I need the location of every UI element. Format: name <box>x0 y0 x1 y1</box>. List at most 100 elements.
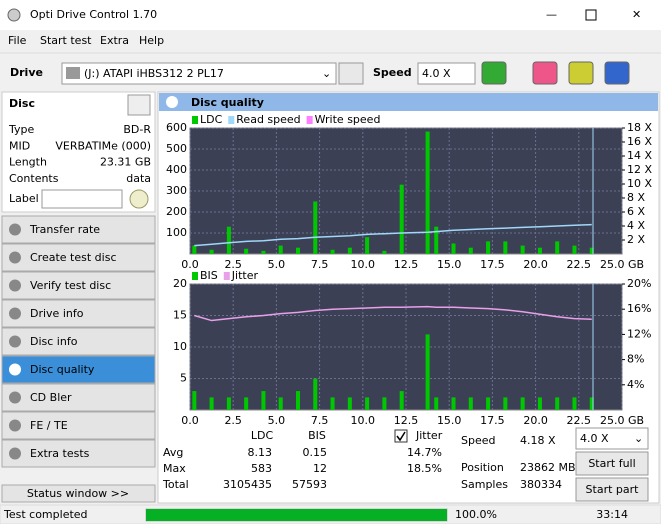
nav-button[interactable] <box>1 439 156 468</box>
bar <box>468 397 473 410</box>
nav-button[interactable] <box>1 411 156 440</box>
y2-tick-label: 14 X <box>627 149 652 162</box>
disc-field-value: VERBATIMe (000) <box>55 139 151 152</box>
bar <box>537 397 542 410</box>
disc-field-label: Length <box>9 156 47 169</box>
bar <box>209 249 214 254</box>
progress-label: 100.0% <box>455 508 497 521</box>
action-button-label: Start part <box>586 483 640 496</box>
panel-title: Disc quality <box>191 96 264 109</box>
nav-icon <box>9 447 21 460</box>
bar <box>520 397 525 410</box>
bar <box>503 241 508 254</box>
legend-label: Write speed <box>315 113 381 126</box>
x-tick-label: 25.0 GB <box>600 414 644 427</box>
legend-label: LDC <box>200 113 223 126</box>
x-tick-label: 17.5 <box>480 258 505 271</box>
jitter-value: 14.7% <box>407 446 442 459</box>
toolbar-button[interactable] <box>532 61 558 85</box>
bar <box>192 245 197 254</box>
y-tick-label: 100 <box>166 226 187 239</box>
stats-header: BIS <box>308 429 326 442</box>
series-line <box>194 305 592 322</box>
toolbar-button[interactable] <box>604 61 630 85</box>
jitter-value: 18.5% <box>407 462 442 475</box>
disc-label-input[interactable] <box>41 189 123 209</box>
nav-button[interactable] <box>1 355 156 384</box>
menu-item[interactable]: Start test <box>40 34 92 47</box>
x-tick-label: 12.5 <box>394 414 419 427</box>
speed-select-text: 4.0 X <box>422 67 451 80</box>
legend-swatch <box>192 272 198 280</box>
nav-button[interactable] <box>1 299 156 328</box>
disc-label-button[interactable] <box>129 189 149 209</box>
stats-value: 583 <box>251 462 272 475</box>
status-text: Test completed <box>3 508 88 521</box>
minimize-button[interactable]: — <box>546 8 557 21</box>
menu-item[interactable]: Help <box>139 34 164 47</box>
menu-item[interactable]: Extra <box>100 34 129 47</box>
bar <box>451 397 456 410</box>
bar <box>296 247 300 254</box>
toolbar-button[interactable] <box>481 61 507 85</box>
nav-icon <box>9 251 21 264</box>
bar <box>347 397 352 410</box>
bar <box>425 334 430 410</box>
nav-button[interactable] <box>1 243 156 272</box>
bar <box>313 378 318 410</box>
stats-value: 57593 <box>292 478 327 491</box>
bar <box>434 397 439 410</box>
status-window-button[interactable] <box>1 484 156 503</box>
stats-value: 8.13 <box>248 446 273 459</box>
nav-button[interactable] <box>1 271 156 300</box>
status-window-label: Status window >> <box>27 487 129 500</box>
y2-tick-label: 20% <box>627 277 651 290</box>
bar <box>572 245 577 254</box>
elapsed-time: 33:14 <box>596 508 628 521</box>
close-button[interactable]: ✕ <box>632 8 641 21</box>
nav-button[interactable] <box>1 383 156 412</box>
bar <box>572 397 577 410</box>
menu-item[interactable]: File <box>8 34 27 47</box>
bar <box>313 201 318 254</box>
speed-select[interactable] <box>417 62 476 85</box>
disc-field-label: Contents <box>9 172 59 185</box>
eject-button[interactable] <box>338 62 364 85</box>
bar <box>589 247 594 254</box>
nav-button[interactable] <box>1 327 156 356</box>
nav-button[interactable] <box>1 215 156 244</box>
action-button[interactable] <box>575 477 649 502</box>
nav-label: Disc info <box>30 335 78 348</box>
bar <box>537 247 542 254</box>
test-speed-select[interactable] <box>575 427 649 450</box>
y-tick-label: 15 <box>173 309 187 322</box>
series-line <box>194 223 592 247</box>
panel-header <box>159 93 658 111</box>
bar <box>382 250 387 254</box>
maximize-button[interactable] <box>585 9 597 21</box>
nav-label: Transfer rate <box>29 223 100 236</box>
nav-label: Create test disc <box>30 251 117 264</box>
x-tick-label: 0.0 <box>181 258 199 271</box>
drive-select[interactable] <box>61 62 337 85</box>
info-value: 23862 MB <box>520 461 576 474</box>
y2-tick-label: 12 X <box>627 163 652 176</box>
jitter-checkbox[interactable] <box>394 429 408 443</box>
bar <box>451 243 456 254</box>
info-value: 4.18 X <box>520 434 556 447</box>
toolbar-button[interactable] <box>568 61 594 85</box>
bar <box>244 248 249 254</box>
action-button[interactable] <box>575 451 649 476</box>
disc-refresh-button[interactable] <box>127 94 151 116</box>
y2-tick-label: 18 X <box>627 121 652 134</box>
nav-icon <box>9 363 21 376</box>
y2-tick-label: 4 X <box>627 219 645 232</box>
x-tick-label: 5.0 <box>268 414 286 427</box>
disc-title: Disc <box>9 97 35 110</box>
stats-value: 0.15 <box>303 446 328 459</box>
bar <box>226 397 231 410</box>
test-speed-text: 4.0 X <box>580 432 609 445</box>
disc-field-value: 23.31 GB <box>100 156 151 169</box>
legend-label: Jitter <box>231 269 259 282</box>
y-tick-label: 200 <box>166 205 187 218</box>
